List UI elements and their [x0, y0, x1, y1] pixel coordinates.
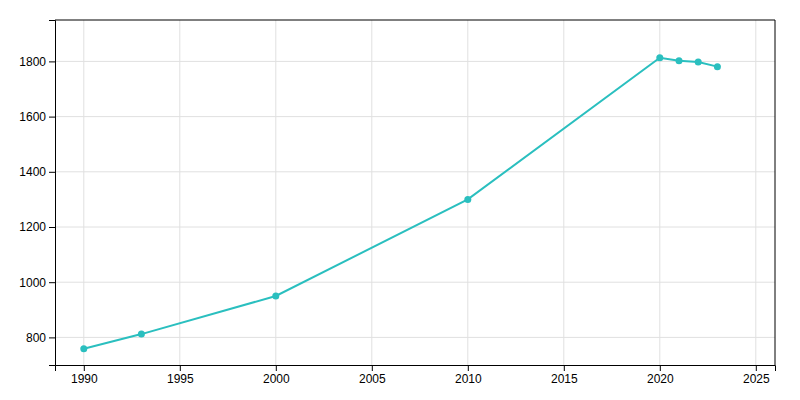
tick-mark [84, 365, 85, 371]
tick-label: 2015 [551, 372, 578, 386]
tick-label: 2025 [743, 372, 770, 386]
tick: 2025 [743, 365, 770, 386]
axis-line [49, 21, 56, 366]
tick-mark [49, 61, 55, 62]
point [272, 293, 279, 300]
tick: 1600 [19, 110, 55, 124]
point [656, 54, 663, 61]
tick-mark [372, 365, 373, 371]
axis-line [56, 366, 776, 372]
tick-mark [49, 282, 55, 283]
tick-mark [49, 172, 55, 173]
point [695, 58, 702, 65]
tick: 1200 [19, 220, 55, 234]
tick-label: 1600 [19, 110, 46, 124]
tick-label: 2005 [359, 372, 386, 386]
grid-line [371, 20, 372, 365]
grid-line [275, 20, 276, 365]
grid-line [83, 20, 84, 365]
series [80, 54, 721, 352]
tick: 2020 [647, 365, 674, 386]
tick-label: 1995 [167, 372, 194, 386]
grid-line [55, 116, 775, 117]
tick: 2005 [359, 365, 386, 386]
tick-mark [660, 365, 661, 371]
plot-frame [55, 20, 775, 21]
grid-line [55, 171, 775, 172]
tick-label: 1200 [19, 220, 46, 234]
tick-mark [49, 337, 55, 338]
line [84, 58, 718, 349]
point [464, 196, 471, 203]
grid-line [55, 337, 775, 338]
tick-label: 2020 [647, 372, 674, 386]
point [714, 63, 721, 70]
tick: 1995 [167, 365, 194, 386]
tick-mark [564, 365, 565, 371]
point [676, 57, 683, 64]
grid-line [755, 20, 756, 365]
tick: 2000 [263, 365, 290, 386]
grid [55, 20, 775, 365]
y-axis: 800 1000 1200 1400 1600 1800 [19, 21, 55, 366]
grid-line [659, 20, 660, 365]
tick: 1400 [19, 165, 55, 179]
grid-line [563, 20, 564, 365]
tick-mark [276, 365, 277, 371]
tick: 800 [26, 331, 55, 345]
tick: 2015 [551, 365, 578, 386]
tick: 1000 [19, 276, 55, 290]
tick-mark [49, 227, 55, 228]
tick-label: 2010 [455, 372, 482, 386]
tick-label: 800 [26, 331, 46, 345]
tick-mark [180, 365, 181, 371]
grid-line [55, 61, 775, 62]
tick-label: 1000 [19, 276, 46, 290]
tick-mark [756, 365, 757, 371]
grid-line [467, 20, 468, 365]
chart: 1990 1995 2000 2005 2010 2015 2020 2025 800 1000 1… [0, 0, 800, 400]
tick-mark [468, 365, 469, 371]
point [80, 345, 87, 352]
x-axis: 1990 1995 2000 2005 2010 2015 2020 2025 [56, 365, 776, 386]
plot-area: 1990 1995 2000 2005 2010 2015 2020 2025 800 1000 1… [19, 20, 775, 386]
grid-line [55, 282, 775, 283]
plot-frame [775, 20, 776, 365]
grid-line [179, 20, 180, 365]
tick: 2010 [455, 365, 482, 386]
tick-label: 1990 [71, 372, 98, 386]
tick: 1800 [19, 55, 55, 69]
tick-label: 1800 [19, 55, 46, 69]
tick-label: 2000 [263, 372, 290, 386]
point [138, 331, 145, 338]
tick-mark [49, 117, 55, 118]
tick: 1990 [71, 365, 98, 386]
tick-label: 1400 [19, 165, 46, 179]
